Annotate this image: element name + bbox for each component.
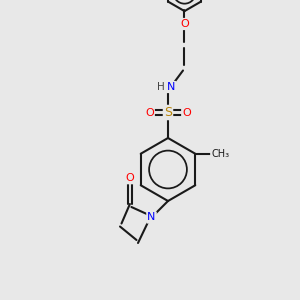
Text: CH₃: CH₃ — [211, 149, 229, 159]
Text: N: N — [167, 82, 175, 92]
Text: O: O — [145, 107, 154, 118]
Text: S: S — [164, 106, 172, 119]
Text: N: N — [147, 212, 156, 223]
Text: O: O — [180, 19, 189, 29]
Text: O: O — [182, 107, 191, 118]
Text: O: O — [125, 173, 134, 183]
Text: H: H — [157, 82, 164, 92]
